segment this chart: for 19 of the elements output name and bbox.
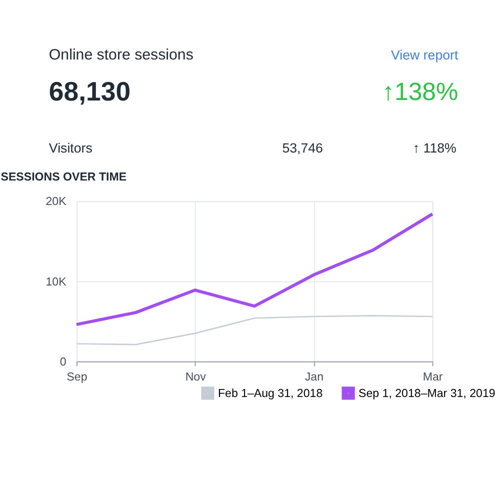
line-series xyxy=(74,212,434,326)
legend-label: Feb 1–Aug 31, 2018 xyxy=(218,388,323,400)
text: Online store sessions xyxy=(48,46,194,64)
chart-title: SESSIONS OVER TIME xyxy=(0,172,127,184)
y-tick-label: 10K xyxy=(46,276,67,288)
text: 68,130 xyxy=(48,76,131,107)
legend-label: Sep 1, 2018–Mar 31, 2019 xyxy=(358,388,496,400)
y-tick-label: 0 xyxy=(60,356,66,368)
x-tick-label: Mar xyxy=(422,371,443,384)
text: ↑ 118% xyxy=(412,140,457,156)
text: 53,746 xyxy=(282,140,323,156)
x-tick-label: Nov xyxy=(185,371,206,384)
line-series xyxy=(76,315,434,346)
y-tick-label: 20K xyxy=(46,196,67,208)
x-tick-label: Jan xyxy=(304,371,324,384)
text: ↑138% xyxy=(382,78,458,106)
text: Visitors xyxy=(48,140,93,156)
x-tick-label: Sep xyxy=(66,371,88,384)
text: View report xyxy=(391,48,458,63)
